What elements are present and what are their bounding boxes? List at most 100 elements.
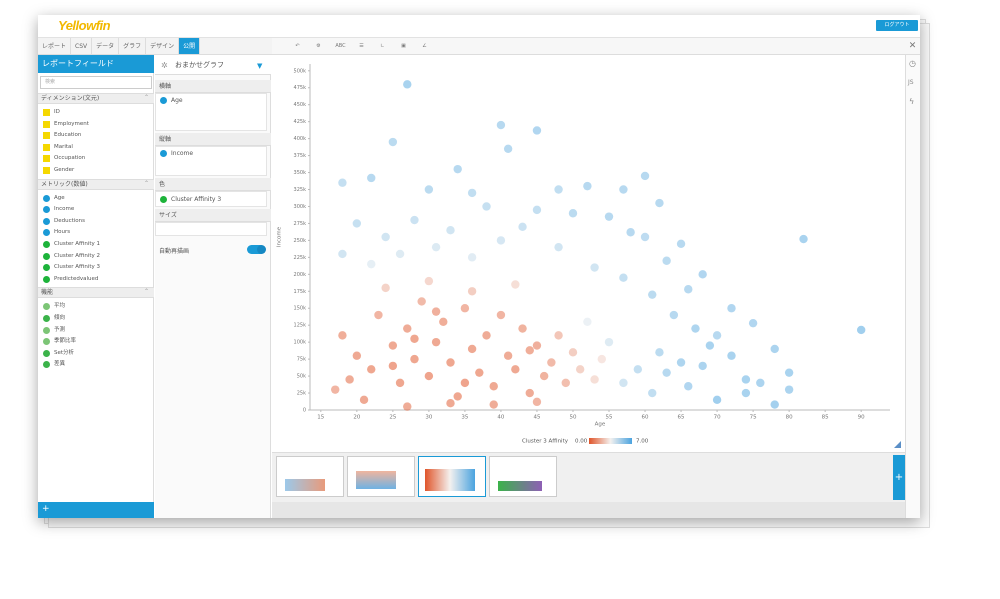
thumbnail[interactable] bbox=[489, 456, 557, 497]
tab[interactable]: CSV bbox=[71, 38, 93, 54]
list-button[interactable]: ☰ bbox=[359, 43, 364, 49]
right-sidebar bbox=[905, 55, 920, 518]
field-label: Marital bbox=[54, 143, 73, 150]
field-label: Cluster Affinity 3 bbox=[54, 264, 101, 271]
tab-bar: レポート CSV データ グラフ デザイン 公開 bbox=[38, 38, 272, 55]
field-item[interactable]: Cluster Affinity 3 bbox=[43, 262, 100, 273]
field-label: 傾向 bbox=[54, 315, 66, 321]
field-label: 差異 bbox=[54, 361, 66, 368]
y-axis-label: 縦軸 bbox=[155, 133, 271, 146]
thumbnail[interactable] bbox=[347, 456, 415, 497]
collapse-arrow[interactable]: ⌃ bbox=[144, 94, 150, 101]
field-item[interactable]: Set分析 bbox=[43, 348, 74, 359]
field-icon bbox=[43, 275, 50, 283]
field-icon bbox=[43, 206, 50, 214]
field-icon bbox=[43, 361, 50, 369]
close-button[interactable]: ✕ bbox=[908, 41, 917, 51]
auto-redraw-label: 自動再描画 bbox=[159, 248, 190, 255]
field-item[interactable]: Occupation bbox=[43, 153, 85, 164]
field-item[interactable]: Hours bbox=[43, 227, 70, 238]
js-button[interactable]: JS bbox=[908, 79, 914, 86]
text-button[interactable]: ABC bbox=[335, 43, 346, 49]
image-button[interactable]: ▣ bbox=[401, 43, 406, 49]
field-icon bbox=[43, 132, 50, 140]
size-drop-zone[interactable] bbox=[155, 222, 267, 236]
color-drop-zone[interactable] bbox=[155, 191, 267, 207]
status-bar bbox=[272, 502, 920, 518]
field-item[interactable]: 予測 bbox=[43, 325, 65, 336]
tab[interactable]: 公開 bbox=[179, 38, 201, 54]
x-field[interactable]: Age bbox=[160, 97, 183, 104]
tab[interactable]: レポート bbox=[38, 38, 72, 54]
field-item[interactable]: ID bbox=[43, 107, 60, 118]
clock-icon[interactable]: ◷ bbox=[909, 59, 916, 68]
collapse-arrow[interactable]: ⌃ bbox=[144, 179, 150, 187]
field-icon bbox=[43, 109, 50, 116]
fields-title: レポートフィールド bbox=[38, 55, 154, 73]
section-header[interactable]: 機能 bbox=[38, 287, 154, 299]
undo-button[interactable]: ↶ bbox=[295, 43, 300, 49]
field-label: Gender bbox=[54, 167, 75, 173]
y-field[interactable]: Income bbox=[160, 150, 193, 157]
section-header[interactable]: ディメンション(文元) bbox=[38, 93, 154, 104]
thumbnail[interactable] bbox=[418, 456, 486, 497]
toolbar bbox=[272, 38, 920, 55]
x-drop-zone[interactable] bbox=[155, 93, 267, 131]
field-label: Age bbox=[54, 194, 65, 201]
search-box[interactable]: 検索 bbox=[40, 76, 152, 89]
action-icon[interactable]: ϟ bbox=[909, 97, 915, 106]
x-field-label: Age bbox=[171, 97, 183, 104]
y-drop-zone[interactable] bbox=[155, 146, 267, 176]
toggle-knob bbox=[257, 245, 266, 254]
field-icon bbox=[43, 303, 50, 311]
field-item[interactable]: Cluster Affinity 2 bbox=[43, 251, 100, 262]
field-icon bbox=[43, 241, 50, 248]
field-icon bbox=[43, 155, 50, 163]
fields-panel bbox=[38, 55, 154, 518]
settings-button[interactable]: ⚙ bbox=[316, 43, 321, 49]
tab[interactable]: デザイン bbox=[146, 38, 180, 54]
field-label: Predictedvalued bbox=[54, 275, 99, 282]
color-field[interactable]: Cluster Affinity 3 bbox=[160, 196, 221, 203]
field-label: 季節比率 bbox=[54, 338, 77, 345]
field-item[interactable]: 傾向 bbox=[43, 313, 65, 324]
thumbnail[interactable] bbox=[276, 456, 344, 497]
field-item[interactable]: Predictedvalued bbox=[43, 274, 98, 285]
color-label: 色 bbox=[155, 178, 271, 191]
dropdown-arrow[interactable]: ▼ bbox=[257, 62, 263, 70]
size-label: サイズ bbox=[155, 209, 271, 222]
field-label: Hours bbox=[54, 229, 71, 236]
field-icon bbox=[43, 349, 50, 357]
field-icon bbox=[43, 167, 50, 174]
section-header[interactable]: メトリック(数値) bbox=[38, 178, 154, 190]
logo[interactable]: Yellowfin bbox=[58, 18, 111, 33]
chart-button[interactable]: ∠ bbox=[422, 43, 427, 49]
field-item[interactable]: Deductions bbox=[43, 216, 85, 227]
field-item[interactable]: Gender bbox=[43, 165, 74, 176]
tab[interactable]: データ bbox=[92, 38, 120, 54]
add-chart-button[interactable]: + bbox=[893, 455, 905, 500]
field-icon bbox=[43, 252, 50, 260]
field-item[interactable]: Employment bbox=[43, 119, 89, 130]
field-icon bbox=[43, 338, 50, 346]
add-button[interactable]: + bbox=[38, 502, 154, 518]
field-item[interactable]: Marital bbox=[43, 142, 73, 153]
field-item[interactable]: Cluster Affinity 1 bbox=[43, 239, 100, 250]
field-item[interactable]: 季節比率 bbox=[43, 336, 76, 347]
field-label: Education bbox=[54, 132, 82, 139]
field-item[interactable]: Income bbox=[43, 204, 74, 215]
chart-type[interactable]: おまかせグラフ bbox=[155, 55, 271, 75]
logout-button[interactable]: ログアウト bbox=[876, 20, 918, 31]
chart-builder bbox=[155, 55, 271, 518]
field-item[interactable]: 平均 bbox=[43, 301, 65, 312]
field-item[interactable]: 差異 bbox=[43, 359, 65, 370]
field-item[interactable]: Education bbox=[43, 130, 81, 141]
collapse-arrow[interactable]: ⌃ bbox=[144, 288, 150, 296]
field-label: Deductions bbox=[54, 217, 86, 224]
tab[interactable]: グラフ bbox=[119, 38, 147, 54]
auto-redraw-toggle[interactable] bbox=[247, 245, 265, 254]
field-item[interactable]: Age bbox=[43, 193, 65, 204]
axis-button[interactable]: ∟ bbox=[380, 43, 385, 49]
field-label: Income bbox=[54, 206, 75, 213]
